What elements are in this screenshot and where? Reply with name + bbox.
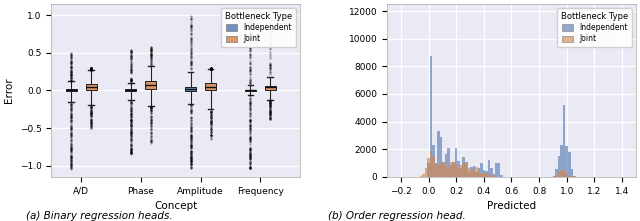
Bar: [488, 174, 490, 177]
Bar: [568, 152, 570, 177]
Bar: [490, 168, 493, 177]
Bar: [447, 148, 450, 177]
Bar: [493, 176, 495, 177]
Bar: [425, 168, 428, 177]
Bar: [553, 176, 556, 177]
Bar: [450, 162, 452, 177]
Bar: [422, 174, 425, 177]
PathPatch shape: [86, 84, 97, 90]
Bar: [568, 176, 570, 177]
Bar: [477, 168, 480, 177]
Bar: [442, 162, 445, 177]
Bar: [470, 170, 472, 177]
Legend: Independent, Joint: Independent, Joint: [557, 8, 632, 47]
Bar: [445, 166, 447, 177]
Text: (b) Order regression head.: (b) Order regression head.: [328, 211, 466, 221]
Bar: [488, 160, 490, 177]
Bar: [485, 173, 488, 177]
Bar: [460, 166, 463, 177]
Bar: [433, 145, 435, 177]
Bar: [480, 163, 483, 177]
Text: (a) Binary regression heads.: (a) Binary regression heads.: [26, 211, 173, 221]
Bar: [472, 168, 475, 177]
PathPatch shape: [145, 82, 156, 89]
Bar: [483, 173, 485, 177]
PathPatch shape: [66, 89, 77, 91]
Bar: [563, 105, 566, 177]
Bar: [498, 163, 500, 177]
Bar: [455, 148, 458, 177]
PathPatch shape: [125, 89, 136, 91]
Bar: [566, 146, 568, 177]
Bar: [570, 170, 573, 177]
Bar: [483, 170, 485, 177]
Bar: [420, 176, 422, 177]
Bar: [458, 168, 460, 177]
Bar: [428, 158, 430, 177]
Bar: [470, 166, 472, 177]
Bar: [430, 151, 433, 177]
PathPatch shape: [205, 83, 216, 90]
Bar: [563, 171, 566, 177]
Bar: [465, 162, 467, 177]
Bar: [437, 131, 440, 177]
Bar: [460, 168, 463, 177]
Bar: [472, 166, 475, 177]
Bar: [435, 163, 437, 177]
Bar: [561, 145, 563, 177]
Bar: [442, 162, 445, 177]
Bar: [463, 162, 465, 177]
Bar: [440, 163, 442, 177]
Bar: [500, 175, 502, 177]
Bar: [561, 170, 563, 177]
Bar: [455, 164, 458, 177]
Bar: [485, 171, 488, 177]
Bar: [475, 167, 477, 177]
PathPatch shape: [185, 88, 196, 91]
Bar: [558, 156, 561, 177]
Bar: [573, 176, 575, 177]
Bar: [435, 164, 437, 177]
Bar: [566, 173, 568, 177]
Bar: [558, 172, 561, 177]
Bar: [433, 156, 435, 177]
Legend: Independent, Joint: Independent, Joint: [221, 8, 296, 47]
Bar: [477, 170, 480, 177]
Bar: [480, 173, 483, 177]
Bar: [452, 162, 455, 177]
Bar: [440, 137, 442, 177]
Bar: [467, 168, 470, 177]
Bar: [430, 56, 433, 177]
Bar: [445, 154, 447, 177]
Bar: [493, 174, 495, 177]
Bar: [465, 164, 467, 177]
Bar: [490, 175, 493, 177]
PathPatch shape: [265, 86, 276, 90]
Bar: [556, 175, 558, 177]
Bar: [556, 169, 558, 177]
X-axis label: Predicted: Predicted: [487, 201, 536, 211]
Bar: [447, 167, 450, 177]
Bar: [467, 172, 470, 177]
X-axis label: Concept: Concept: [154, 201, 197, 211]
Bar: [495, 163, 498, 177]
Bar: [475, 172, 477, 177]
Y-axis label: Error: Error: [4, 78, 14, 103]
Bar: [458, 161, 460, 177]
Bar: [452, 162, 455, 177]
Bar: [428, 163, 430, 177]
Bar: [463, 157, 465, 177]
Bar: [450, 165, 452, 177]
Bar: [437, 165, 440, 177]
PathPatch shape: [245, 90, 256, 91]
